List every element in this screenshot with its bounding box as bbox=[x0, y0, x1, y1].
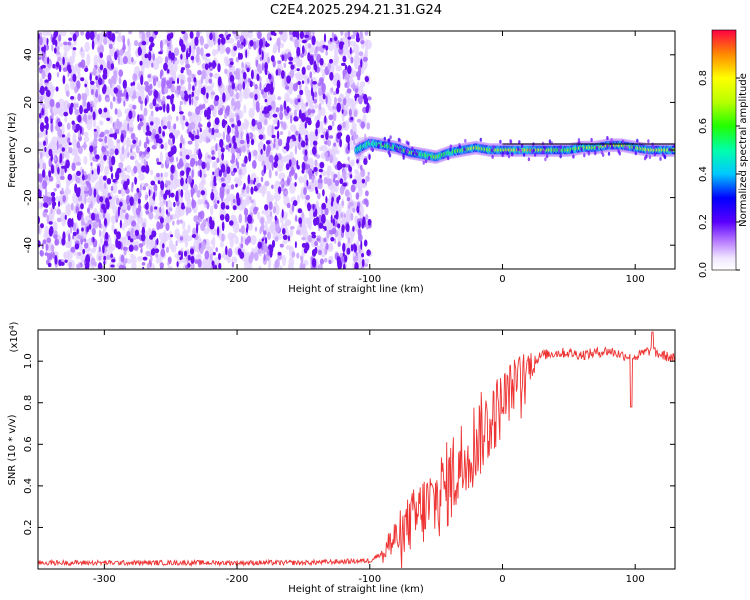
colorbar-tick-label: 0.2 bbox=[698, 214, 709, 230]
colorbar-ticks: 0.0 0.2 0.4 0.6 0.8 bbox=[698, 70, 740, 278]
y-tick-label: 1.0 bbox=[23, 353, 34, 369]
snr-x-axis: -300 -200 -100 0 100 bbox=[93, 330, 645, 585]
colorbar-tick-label: 0.4 bbox=[698, 166, 709, 182]
x-tick-label: -200 bbox=[226, 574, 249, 585]
x-tick-label: -300 bbox=[93, 574, 116, 585]
signal-track bbox=[354, 135, 675, 165]
snr-series-line bbox=[38, 331, 675, 569]
colorbar-gradient bbox=[711, 29, 737, 271]
x-tick-label: 0 bbox=[499, 274, 505, 285]
x-tick-label: 100 bbox=[626, 574, 645, 585]
y-tick-label: 0.4 bbox=[23, 478, 34, 494]
y-tick-label: 0.8 bbox=[23, 395, 34, 411]
x-tick-label: -100 bbox=[358, 574, 381, 585]
snr-y-label: SNR (10 * v/v) bbox=[7, 414, 18, 485]
y-tick-label: 20 bbox=[23, 96, 34, 109]
spectrogram-y-axis: -40 -20 0 20 40 bbox=[23, 48, 675, 253]
snr-frame bbox=[37, 329, 676, 570]
spectrogram-x-axis: -300 -200 -100 0 100 bbox=[93, 31, 645, 285]
y-tick-label: -20 bbox=[23, 189, 34, 205]
y-tick-label: -40 bbox=[23, 237, 34, 253]
x-tick-label: -100 bbox=[358, 274, 381, 285]
colorbar-tick-label: 0.8 bbox=[698, 70, 709, 86]
spectrogram-x-label: Height of straight line (km) bbox=[288, 284, 424, 295]
y-tick-label: 0.6 bbox=[23, 436, 34, 452]
spectrogram-y-label: Frequency (Hz) bbox=[7, 112, 18, 188]
x-tick-label: -300 bbox=[93, 274, 116, 285]
y-tick-label: 0.2 bbox=[23, 519, 34, 535]
y-tick-label: 0 bbox=[23, 147, 34, 153]
snr-y-axis: 0.2 0.4 0.6 0.8 1.0 bbox=[23, 353, 675, 535]
x-tick-label: 100 bbox=[626, 274, 645, 285]
colorbar-tick-label: 0.6 bbox=[698, 118, 709, 134]
noise-region bbox=[38, 31, 373, 269]
colorbar-tick-label: 0.0 bbox=[698, 262, 709, 278]
snr-y-scale-note: (x104) bbox=[8, 321, 20, 352]
chart-title: C2E4.2025.294.21.31.G24 bbox=[270, 3, 442, 18]
y-tick-label: 40 bbox=[23, 48, 34, 61]
colorbar: 0.0 0.2 0.4 0.6 0.8 Normalized spectral ampl… bbox=[698, 29, 749, 278]
colorbar-label: Normalized spectral amplitude bbox=[738, 73, 749, 227]
x-tick-label: -200 bbox=[226, 274, 249, 285]
snr-panel: -300 -200 -100 0 100 0.2 0.4 0.6 0.8 1.0 Height … bbox=[7, 321, 676, 595]
x-tick-label: 0 bbox=[499, 574, 505, 585]
snr-x-label: Height of straight line (km) bbox=[288, 584, 424, 595]
